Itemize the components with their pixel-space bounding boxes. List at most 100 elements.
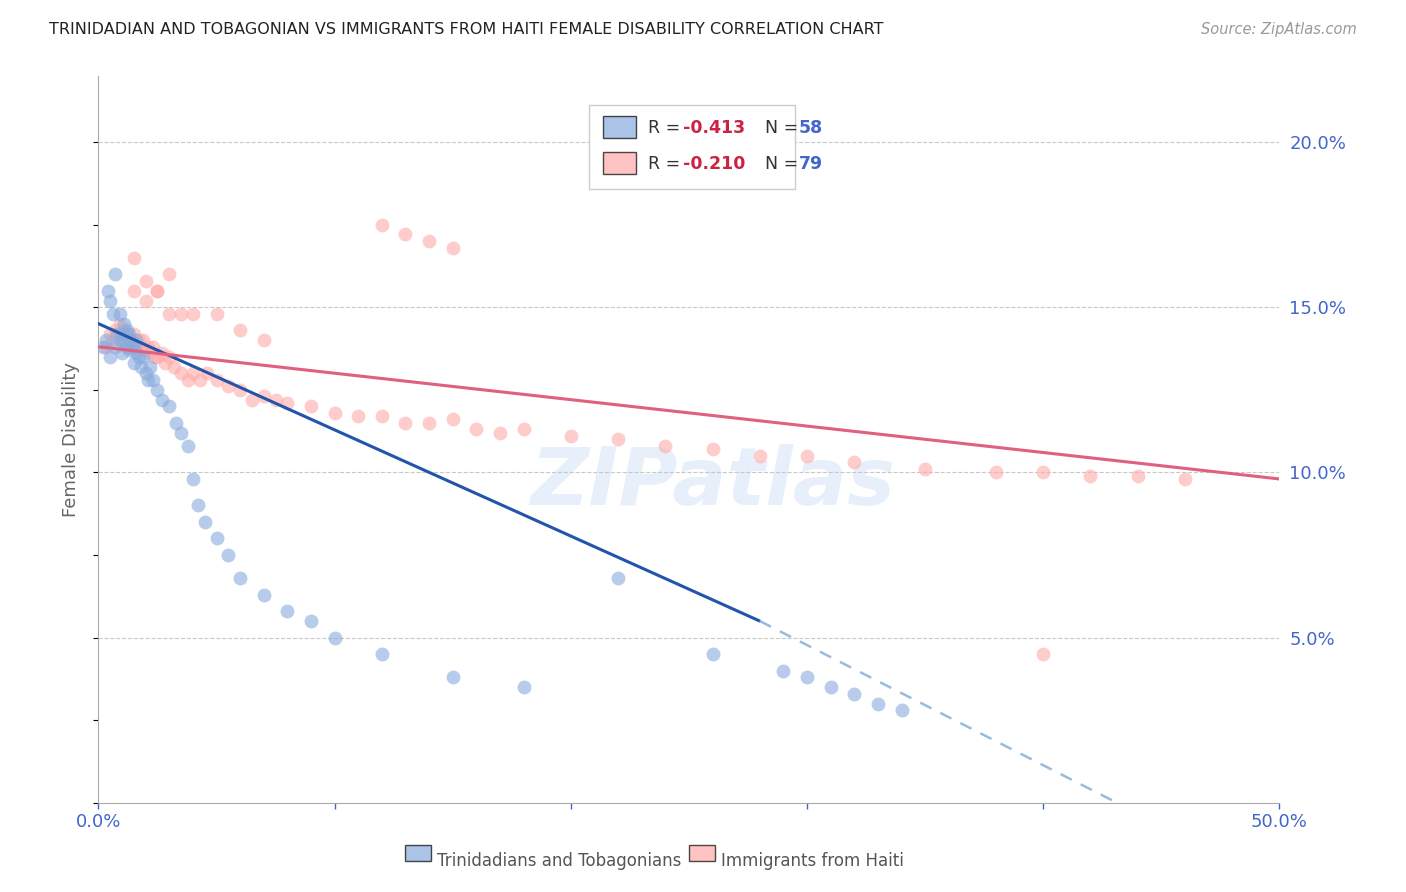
Point [165,416,187,430]
Point [371,647,394,661]
Point [128,333,150,347]
Point [205,307,228,321]
Point [772,664,794,678]
Point [702,442,724,457]
Point [122,284,145,298]
Point [146,284,169,298]
Point [187,499,209,513]
Point [240,392,263,407]
Point [98,293,121,308]
Point [157,267,180,281]
Point [132,350,155,364]
Point [125,333,148,347]
Y-axis label: Female Disability: Female Disability [62,362,80,516]
Point [115,326,138,341]
Point [205,532,228,546]
Text: ZIPatlas: ZIPatlas [530,444,896,522]
Text: -0.413: -0.413 [683,119,745,137]
Point [104,323,127,337]
Point [157,307,180,321]
Point [115,323,138,337]
Point [105,326,128,341]
Point [1032,466,1054,480]
Point [371,218,394,232]
Text: R =: R = [648,119,685,137]
Point [135,343,157,357]
Point [217,548,239,562]
Point [560,429,582,443]
Point [253,389,276,403]
Point [112,323,135,337]
FancyBboxPatch shape [603,153,636,174]
Point [136,340,159,354]
Point [264,392,287,407]
FancyBboxPatch shape [689,845,714,861]
Point [229,323,252,337]
Point [512,422,534,436]
Point [607,432,630,446]
Point [153,356,176,370]
Point [299,614,322,628]
Text: 58: 58 [799,119,823,137]
Point [194,515,217,529]
Point [702,647,724,661]
Point [97,284,120,298]
Point [441,241,464,255]
Point [217,379,239,393]
Point [142,373,165,387]
Point [129,359,152,374]
Point [94,340,117,354]
Point [142,340,165,354]
Point [299,399,322,413]
Point [441,670,464,684]
Point [607,571,630,585]
Point [347,409,370,424]
Point [323,631,346,645]
Point [121,333,143,347]
Point [135,274,157,288]
Point [136,373,159,387]
Point [122,356,145,370]
Point [844,687,866,701]
Point [125,340,148,354]
Point [157,399,180,413]
Point [98,326,121,341]
Point [654,439,676,453]
Point [796,670,818,684]
Point [135,293,157,308]
Point [512,680,534,694]
Point [146,350,169,364]
Point [1080,468,1102,483]
Point [104,340,127,354]
Point [118,333,141,347]
Point [108,317,131,331]
Point [489,425,512,440]
Point [181,307,204,321]
Point [181,472,204,486]
Point [371,409,394,424]
Text: R =: R = [648,155,685,173]
Point [441,412,464,426]
Point [111,333,134,347]
Point [229,383,252,397]
Point [170,366,193,380]
Point [146,383,169,397]
Point [132,333,155,347]
Point [143,350,166,364]
Point [94,333,117,347]
Point [465,422,488,436]
Point [128,350,150,364]
Point [122,326,145,341]
Point [101,307,124,321]
FancyBboxPatch shape [589,105,796,188]
Point [111,346,134,360]
Point [122,340,145,354]
Point [748,449,770,463]
Point [205,373,228,387]
Point [157,350,180,364]
Point [984,466,1007,480]
Point [229,571,252,585]
Point [394,227,416,242]
Point [181,366,204,380]
Point [108,333,131,347]
